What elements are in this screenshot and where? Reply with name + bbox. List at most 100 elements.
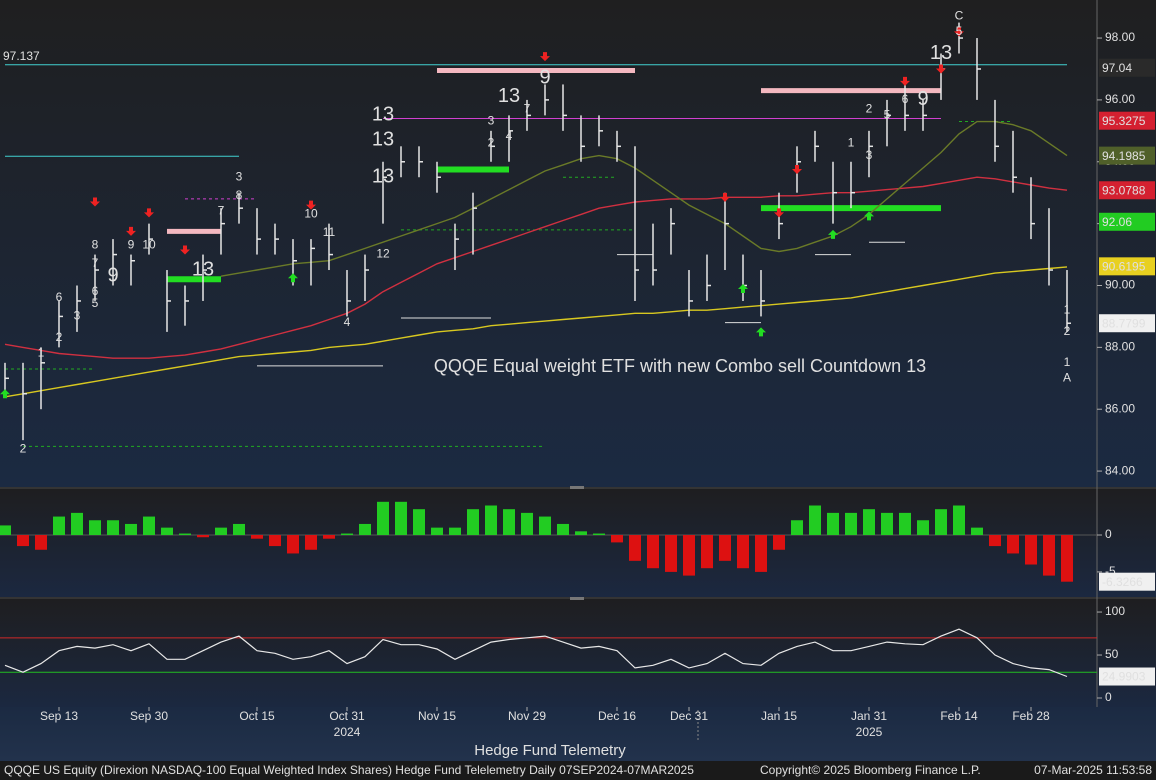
macd-bar: [827, 512, 839, 536]
td-count: 4: [344, 315, 351, 329]
x-axis-panel: [0, 707, 1156, 761]
td-count: 9: [917, 88, 928, 110]
signal-arrow: [954, 27, 964, 37]
y-tick-label: 90.00: [1105, 278, 1135, 292]
macd-bar: [503, 509, 515, 536]
td-count: 5: [956, 24, 963, 38]
macd-panel: [0, 489, 1156, 597]
moving-average: [4, 266, 1068, 398]
price-tag-bg: [1099, 212, 1155, 231]
signal-arrow: [720, 192, 730, 202]
td-count: 5: [92, 296, 99, 310]
x-tick-label: Oct 31: [329, 709, 365, 723]
macd-bar: [17, 535, 29, 547]
td-count: 8: [236, 188, 243, 202]
macd-bar: [719, 535, 731, 561]
macd-bar: [359, 523, 371, 536]
td-count: 9: [539, 67, 550, 89]
td-count: 7: [92, 256, 99, 270]
x-tick-label: Dec 16: [598, 709, 636, 723]
price-tag: 90.6195: [1102, 260, 1146, 274]
td-count: 7: [524, 101, 531, 115]
price-tag-bg: [1099, 58, 1155, 77]
moving-average: [4, 176, 1068, 359]
macd-bar: [953, 505, 965, 536]
signal-arrow: [774, 208, 784, 218]
td-count: 1: [1064, 355, 1071, 369]
macd-bar: [485, 505, 497, 536]
macd-bar: [269, 535, 281, 547]
signal-arrow: [126, 226, 136, 236]
divider-handle: [570, 486, 584, 489]
y-tick-label: 88.00: [1105, 340, 1135, 354]
x-tick-label: Jan 15: [761, 709, 797, 723]
macd-bar: [791, 520, 803, 536]
macd-bar: [161, 527, 173, 536]
macd-bar: [71, 512, 83, 536]
macd-bar: [251, 535, 263, 539]
x-tick-label: Sep 13: [40, 709, 78, 723]
price-tag: 94.1985: [1102, 149, 1146, 163]
year-label: 2024: [334, 725, 361, 739]
macd-bar: [395, 501, 407, 536]
y-tick-label: 98.00: [1105, 30, 1135, 44]
macd-bar: [89, 520, 101, 536]
td-count: 6: [56, 290, 63, 304]
price-tag: 97.04: [1102, 61, 1132, 75]
signal-arrow: [540, 52, 550, 62]
macd-bar: [881, 512, 893, 536]
y-tick-label: 100: [1105, 604, 1125, 618]
macd-bar: [575, 531, 587, 536]
y-tick-label: -5: [1105, 564, 1116, 578]
td-count: C: [955, 9, 964, 23]
td-count: 3: [236, 169, 243, 183]
price-panel: [0, 0, 1156, 487]
macd-bar: [935, 509, 947, 536]
macd-bar: [539, 516, 551, 536]
td-count: 6: [902, 92, 909, 106]
price-tag-bg: [1099, 257, 1155, 276]
macd-bar: [1061, 535, 1073, 582]
macd-bar: [413, 509, 425, 536]
price-tag-bg: [1099, 314, 1155, 333]
td-count: 3: [74, 309, 81, 323]
signal-arrow: [0, 389, 10, 399]
td-count: 7: [218, 203, 225, 217]
td-count: 13: [372, 166, 394, 188]
macd-bar: [809, 505, 821, 536]
td-count: 2: [56, 330, 63, 344]
macd-bar: [683, 535, 695, 576]
td-count: 10: [142, 237, 156, 251]
x-tick-label: Sep 30: [130, 709, 168, 723]
macd-bar: [593, 533, 605, 536]
macd-bar: [863, 509, 875, 536]
x-tick-label: Jan 31: [851, 709, 887, 723]
macd-bar: [215, 527, 227, 536]
macd-bar: [521, 512, 533, 536]
x-tick-label: Feb 28: [1012, 709, 1050, 723]
td-count: 2: [488, 135, 495, 149]
value-tag-bg: [1099, 667, 1155, 686]
td-count: 3: [866, 148, 873, 162]
macd-bar: [611, 535, 623, 543]
macd-bar: [557, 523, 569, 536]
td-count: 8: [92, 237, 99, 251]
y-tick-label: 0: [1105, 690, 1112, 704]
moving-average: [220, 120, 1068, 277]
macd-bar: [107, 520, 119, 536]
macd-bar: [197, 535, 209, 538]
year-label: 2025: [856, 725, 883, 739]
td-count: 5: [884, 108, 891, 122]
signal-arrow: [900, 76, 910, 86]
x-tick-label: Dec 31: [670, 709, 708, 723]
level-label: 97.137: [3, 49, 40, 63]
macd-bar: [647, 535, 659, 569]
macd-bar: [1025, 535, 1037, 565]
price-tag: 88.7799: [1102, 316, 1146, 330]
macd-bar: [0, 525, 11, 536]
td-count: 11: [323, 225, 336, 239]
td-count: 4: [506, 129, 513, 143]
x-tick-label: Oct 15: [239, 709, 275, 723]
y-tick-label: 0: [1105, 527, 1112, 541]
x-tick-label: Nov 29: [508, 709, 546, 723]
